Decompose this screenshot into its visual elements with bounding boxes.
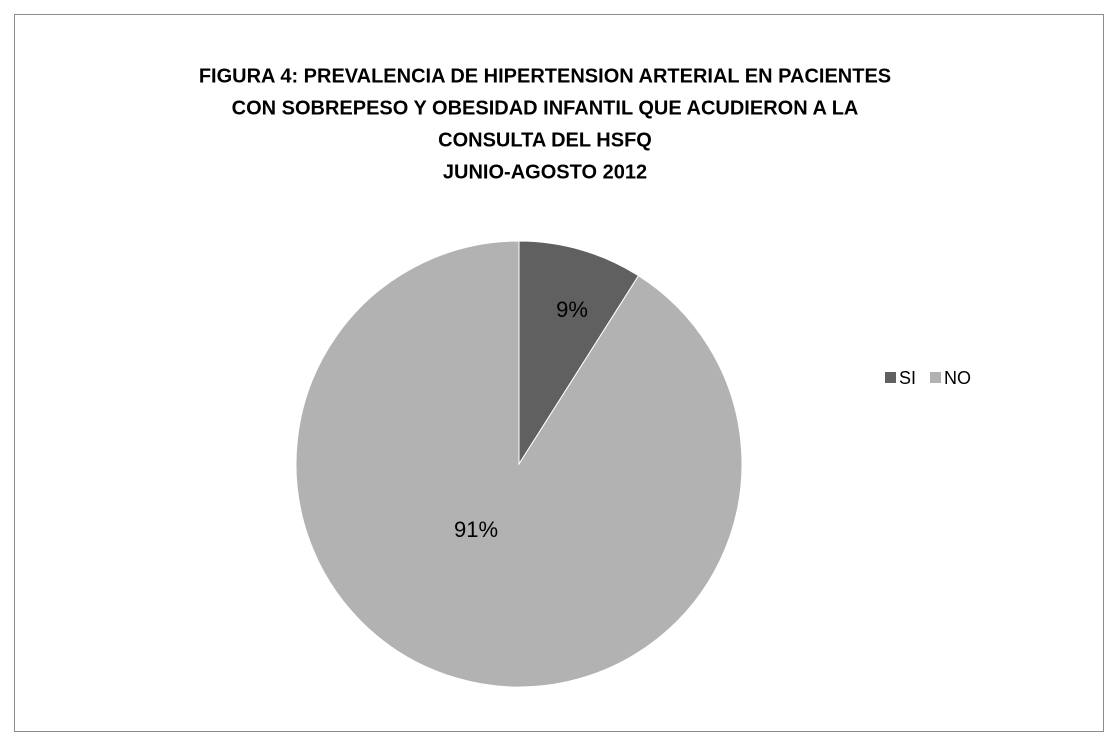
- chart-title: JUNIO-AGOSTO 2012: [443, 161, 647, 183]
- pie-slice: [518, 240, 640, 466]
- pie-slice: [295, 240, 743, 688]
- chart-title: CONSULTA DEL HSFQ: [438, 129, 652, 151]
- data-label: 91%: [454, 517, 498, 542]
- legend-label: NO: [944, 368, 971, 388]
- chart-title: FIGURA 4: PREVALENCIA DE HIPERTENSION AR…: [199, 65, 891, 87]
- data-label: 9%: [556, 297, 588, 322]
- legend-swatch: [930, 372, 942, 383]
- legend-label: SI: [899, 368, 916, 388]
- legend-swatch: [885, 372, 896, 383]
- chart-title: CON SOBREPESO Y OBESIDAD INFANTIL QUE AC…: [232, 97, 859, 119]
